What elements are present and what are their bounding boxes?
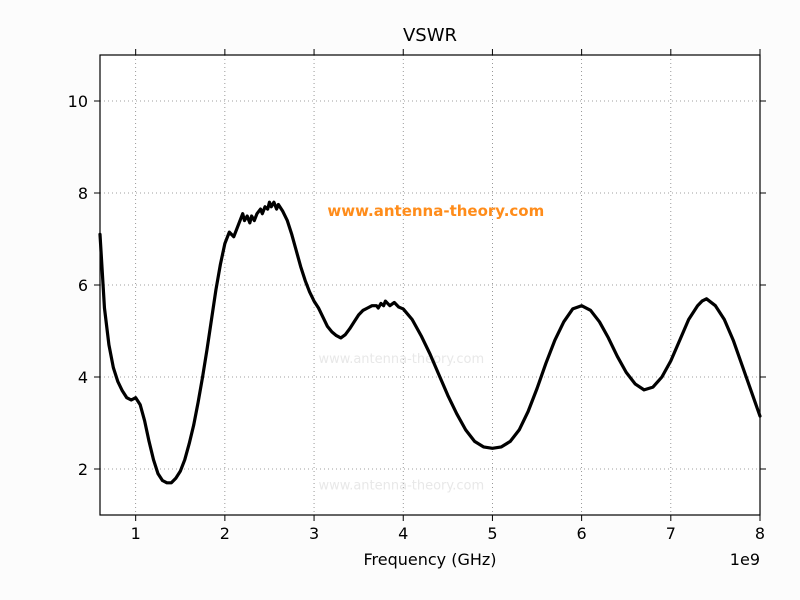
xtick-label: 5 [487, 524, 497, 543]
xtick-label: 1 [131, 524, 141, 543]
watermark: www.antenna-theory.com [319, 479, 485, 494]
watermark: www.antenna-theory.com [327, 202, 544, 220]
xtick-label: 7 [666, 524, 676, 543]
x-axis-label: Frequency (GHz) [363, 550, 496, 569]
xtick-label: 3 [309, 524, 319, 543]
xtick-label: 4 [398, 524, 408, 543]
xtick-label: 2 [220, 524, 230, 543]
vswr-chart: www.antenna-theory.com www.antenna-theory… [0, 0, 800, 600]
ytick-label: 4 [78, 368, 88, 387]
x-offset-label: 1e9 [730, 550, 760, 569]
ytick-label: 8 [78, 184, 88, 203]
ytick-label: 2 [78, 460, 88, 479]
chart-title: VSWR [403, 25, 457, 46]
xtick-label: 6 [577, 524, 587, 543]
xtick-label: 8 [755, 524, 765, 543]
ytick-label: 10 [68, 92, 88, 111]
ytick-label: 6 [78, 276, 88, 295]
watermark: www.antenna-theory.com [319, 352, 485, 367]
plot-area [100, 55, 760, 515]
